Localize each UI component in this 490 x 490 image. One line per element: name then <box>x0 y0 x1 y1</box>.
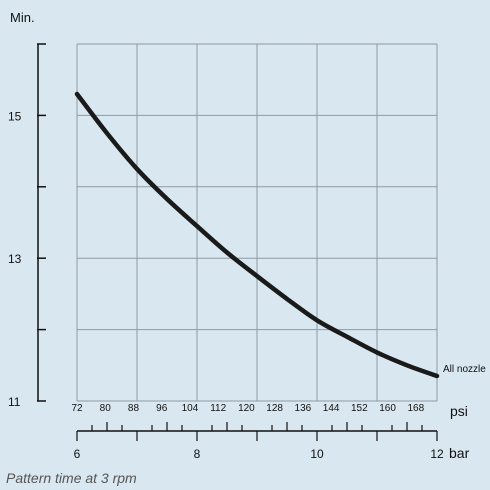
series-layer: All nozzle <box>74 91 486 379</box>
grid <box>76 43 438 402</box>
y-tick-label: 13 <box>8 252 22 266</box>
psi-tick-label: 128 <box>266 403 283 414</box>
bar-axis-label: bar <box>449 445 470 461</box>
bar-tick-label: 8 <box>194 447 201 461</box>
psi-axis-label: psi <box>450 403 468 419</box>
psi-tick-label: 144 <box>323 403 340 414</box>
bar-tick-label: 10 <box>310 447 324 461</box>
psi-tick-label: 160 <box>379 403 396 414</box>
psi-tick-label: 72 <box>71 403 83 414</box>
series-label: All nozzle <box>443 364 486 375</box>
psi-tick-label: 96 <box>156 403 168 414</box>
y-tick-label: 15 <box>8 109 22 123</box>
psi-tick-label: 152 <box>351 403 368 414</box>
psi-tick-label: 80 <box>100 403 112 414</box>
psi-tick-label: 104 <box>182 403 199 414</box>
psi-tick-label: 168 <box>407 403 424 414</box>
chart-caption: Pattern time at 3 rpm <box>6 470 137 486</box>
psi-tick-label: 136 <box>295 403 312 414</box>
y-tick-label: 11 <box>8 395 21 409</box>
series-line-all-nozzle <box>74 91 440 379</box>
y-axis-label: Min. <box>10 10 35 25</box>
psi-tick-label: 120 <box>238 403 255 414</box>
psi-tick-label: 112 <box>210 403 226 414</box>
psi-tick-label: 88 <box>128 403 140 414</box>
bar-tick-label: 6 <box>74 447 81 461</box>
bar-tick-label: 12 <box>430 447 444 461</box>
